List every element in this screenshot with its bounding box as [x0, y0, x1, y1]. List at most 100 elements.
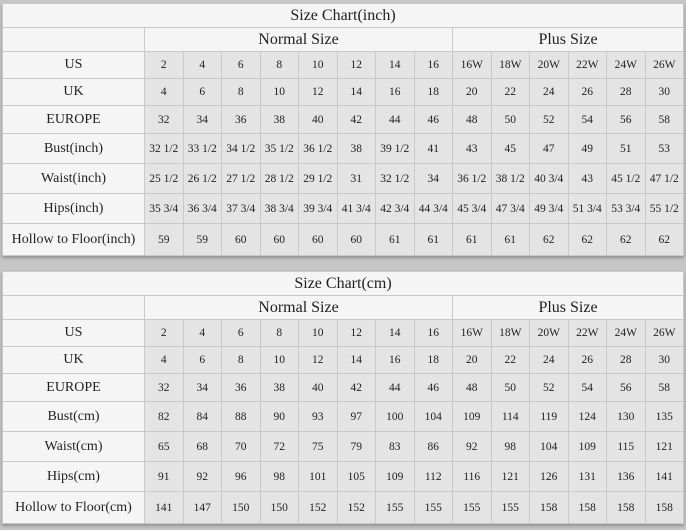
size-cell: 12	[336, 319, 376, 347]
size-cell: 62	[567, 223, 607, 256]
size-cell: 70	[221, 431, 261, 462]
size-cell: 53 3/4	[606, 193, 646, 224]
size-cell: 12	[298, 78, 338, 106]
size-cell: 8	[259, 51, 299, 79]
size-cell: 152	[298, 491, 338, 524]
plus-size-header: Plus Size	[452, 295, 684, 320]
size-cell: 158	[567, 491, 607, 524]
size-cell: 2	[144, 319, 184, 347]
size-cell: 20W	[529, 51, 569, 79]
size-cell: 150	[259, 491, 299, 524]
size-cell: 10	[298, 319, 338, 347]
size-cell: 72	[259, 431, 299, 462]
size-cell: 58	[644, 105, 684, 134]
size-cell: 101	[298, 461, 338, 492]
size-cell: 155	[413, 491, 453, 524]
size-cell: 46	[413, 373, 453, 402]
size-cell: 58	[644, 373, 684, 402]
size-cell: 46	[413, 105, 453, 134]
size-cell: 14	[336, 346, 376, 374]
size-cell: 22W	[567, 51, 607, 79]
row-label: EUROPE	[2, 373, 145, 402]
size-cell: 40	[298, 373, 338, 402]
size-cell: 47 1/2	[644, 163, 684, 194]
size-cell: 51	[606, 133, 646, 164]
size-cell: 62	[529, 223, 569, 256]
table-row: Bust(cm) 82 84 88 90 93 97 100 104 109 114 119 124 13…	[2, 401, 684, 432]
size-cell: 36 3/4	[182, 193, 222, 224]
size-cell: 22W	[567, 319, 607, 347]
size-cell: 100	[375, 401, 415, 432]
size-chart-cm-table: Size Chart(cm) Normal Size Plus Size US 2 4 6 8…	[2, 271, 684, 524]
size-cell: 45	[490, 133, 530, 164]
size-cell: 109	[452, 401, 492, 432]
row-label: Hollow to Floor(inch)	[2, 223, 145, 256]
size-cell: 59	[144, 223, 184, 256]
size-cell: 44 3/4	[413, 193, 453, 224]
size-cell: 88	[221, 401, 261, 432]
size-cell: 52	[529, 373, 569, 402]
size-cell: 90	[259, 401, 299, 432]
normal-size-header: Normal Size	[144, 27, 453, 52]
size-cell: 155	[490, 491, 530, 524]
size-cell: 24W	[606, 319, 646, 347]
size-cell: 30	[644, 346, 684, 374]
size-cell: 29 1/2	[298, 163, 338, 194]
table-row: Hips(cm) 91 92 96 98 101 105 109 112 116 121 126 131…	[2, 461, 684, 492]
size-cell: 48	[452, 373, 492, 402]
size-cell: 18W	[490, 51, 530, 79]
size-cell: 20	[452, 78, 492, 106]
size-cell: 36	[221, 105, 261, 134]
size-cell: 50	[490, 105, 530, 134]
size-cell: 141	[644, 461, 684, 492]
size-cell: 34	[413, 163, 453, 194]
row-label: UK	[2, 346, 145, 374]
size-cell: 18W	[490, 319, 530, 347]
size-cell: 6	[221, 51, 261, 79]
size-cell: 42 3/4	[375, 193, 415, 224]
size-cell: 44	[375, 105, 415, 134]
size-cell: 48	[452, 105, 492, 134]
size-cell: 126	[529, 461, 569, 492]
size-cell: 55 1/2	[644, 193, 684, 224]
table-row: US 2 4 6 8 10 12 14 16 16W 18W 20W 22W 24W 26W	[2, 319, 684, 347]
size-cell: 18	[413, 78, 453, 106]
size-cell: 155	[452, 491, 492, 524]
size-cell: 4	[144, 346, 184, 374]
table-row: Waist(cm) 65 68 70 72 75 79 83 86 92 98 104 109 115 12…	[2, 431, 684, 462]
size-cell: 34 1/2	[221, 133, 261, 164]
row-label: US	[2, 51, 145, 79]
size-cell: 124	[567, 401, 607, 432]
size-cell: 152	[336, 491, 376, 524]
size-cell: 22	[490, 346, 530, 374]
size-cell: 92	[182, 461, 222, 492]
size-cell: 68	[182, 431, 222, 462]
size-cell: 61	[375, 223, 415, 256]
size-cell: 41	[413, 133, 453, 164]
size-cell: 40	[298, 105, 338, 134]
size-cell: 12	[336, 51, 376, 79]
size-cell: 155	[375, 491, 415, 524]
row-label: Hips(inch)	[2, 193, 145, 224]
size-cell: 30	[644, 78, 684, 106]
size-cell: 131	[567, 461, 607, 492]
size-cell: 38 1/2	[490, 163, 530, 194]
size-cell: 31	[336, 163, 376, 194]
table-title: Size Chart(cm)	[2, 271, 684, 296]
size-cell: 16W	[452, 51, 492, 79]
size-cell: 52	[529, 105, 569, 134]
size-cell: 105	[336, 461, 376, 492]
size-cell: 36 1/2	[298, 133, 338, 164]
size-cell: 24	[529, 78, 569, 106]
size-cell: 60	[298, 223, 338, 256]
size-cell: 43	[567, 163, 607, 194]
size-cell: 84	[182, 401, 222, 432]
size-cell: 114	[490, 401, 530, 432]
size-cell: 26	[567, 78, 607, 106]
size-cell: 93	[298, 401, 338, 432]
size-cell: 53	[644, 133, 684, 164]
size-cell: 158	[644, 491, 684, 524]
size-cell: 60	[221, 223, 261, 256]
size-cell: 150	[221, 491, 261, 524]
size-cell: 45 1/2	[606, 163, 646, 194]
